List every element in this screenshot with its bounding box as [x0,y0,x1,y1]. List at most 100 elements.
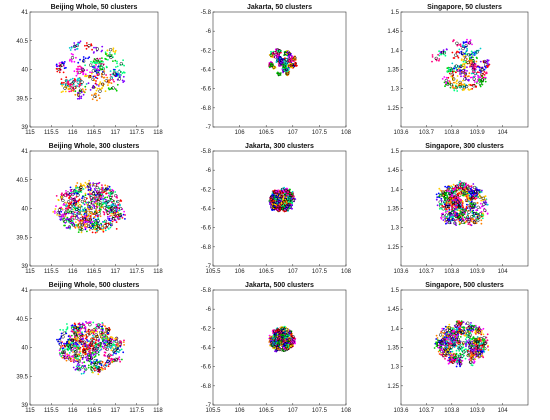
scatter-point [79,356,82,359]
scatter-point [462,44,464,47]
scatter-point [81,205,83,208]
cluster-centroid [95,361,99,365]
cluster-centroid [476,205,480,209]
scatter-point [280,61,282,64]
scatter-point [466,70,468,72]
scatter-point [474,50,476,53]
scatter-point [475,194,478,197]
cluster-centroid [461,220,465,224]
scatter-point [114,345,117,348]
scatter-point [84,326,87,329]
scatter-point [465,41,468,43]
scatter-point [480,219,483,222]
cluster-centroid [73,213,77,218]
scatter-point [454,84,457,87]
y-tick-label: 1.25 [387,245,399,251]
scatter-point [106,54,109,57]
scatter-point [82,71,84,74]
scatter-point [94,326,97,329]
scatter-point [107,81,110,84]
scatter-point [102,230,105,233]
scatter-point [108,217,111,220]
scatter-point [121,216,124,219]
scatter-point [480,222,483,225]
scatter-point [465,220,468,223]
scatter-point [109,211,112,214]
scatter-point [107,228,110,230]
scatter-point [90,355,92,358]
scatter-point [66,204,69,207]
scatter-point [84,73,87,76]
scatter-point [77,68,80,71]
scatter-point [116,83,119,86]
scatter-point [71,215,73,218]
y-tick-label: -6.2 [201,48,212,54]
scatter-point [100,60,103,63]
scatter-point [73,42,76,44]
scatter-point [101,345,104,348]
scatter-point [464,54,467,57]
cluster-centroid [119,206,123,211]
cluster-centroid [92,347,96,351]
scatter-point [285,189,288,192]
scatter-point [114,88,117,90]
scatter-point [447,67,450,70]
scatter-point [86,230,88,233]
scatter-point [114,191,117,193]
scatter-point [74,337,77,340]
scatter-point [107,58,109,61]
scatter-point [70,360,72,362]
cluster-centroid [106,359,110,363]
scatter-point [476,71,479,74]
scatter-point [68,347,70,350]
scatter-point [89,331,92,333]
scatter-point [65,79,68,82]
scatter-point [76,85,79,87]
scatter-point [90,363,93,365]
scatter-point [99,334,101,336]
scatter-point [75,224,78,226]
scatter-point [112,214,115,216]
cluster-centroid [83,217,87,221]
scatter-point [72,366,75,369]
scatter-point [469,88,472,91]
cluster-centroid [73,85,77,90]
x-tick-label: 103.6 [393,130,409,136]
scatter-point [69,49,72,51]
scatter-point [95,323,98,326]
scatter-point [460,193,462,196]
y-tick-label: -6.6 [201,226,212,232]
scatter-point [59,328,62,331]
scatter-point [96,215,99,218]
scatter-point [115,210,118,213]
scatter-point [98,97,101,100]
cluster-centroid [96,72,100,76]
scatter-point [62,218,65,220]
scatter-point [117,211,119,214]
scatter-point [117,351,120,353]
scatter-point [104,368,106,370]
scatter-point [95,348,98,350]
scatter-point [72,53,74,56]
plot-title: Beijing Whole, 50 clusters [51,4,138,11]
scatter-point [100,367,103,370]
plot-title: Beijing Whole, 500 clusters [49,282,140,289]
scatter-point [90,43,93,46]
cluster-centroid [87,217,91,222]
scatter-point [113,340,116,343]
scatter-point [447,68,450,71]
scatter-point [86,183,88,186]
scatter-point [82,90,85,93]
scatter-point [66,347,69,349]
cluster-centroid [448,212,452,216]
scatter-point [73,70,76,73]
scatter-point [110,354,112,357]
scatter-point [118,209,121,212]
scatter-point [456,214,459,217]
scatter-point [445,48,448,51]
cluster-centroid [454,64,458,68]
scatter-point [67,338,70,341]
scatter-point [107,188,110,190]
